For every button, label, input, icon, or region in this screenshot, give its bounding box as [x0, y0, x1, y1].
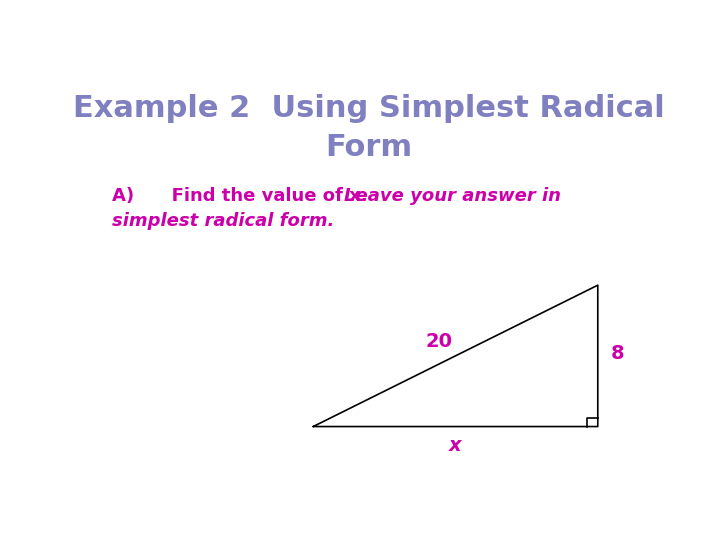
Text: 8: 8: [611, 345, 624, 363]
Text: simplest radical form.: simplest radical form.: [112, 212, 335, 230]
Text: A)      Find the value of x.: A) Find the value of x.: [112, 187, 374, 205]
Text: x: x: [449, 436, 462, 455]
Text: Form: Form: [325, 133, 413, 163]
Text: Leave your answer in: Leave your answer in: [344, 187, 561, 205]
Text: 20: 20: [426, 332, 452, 351]
Text: Example 2  Using Simplest Radical: Example 2 Using Simplest Radical: [73, 94, 665, 123]
